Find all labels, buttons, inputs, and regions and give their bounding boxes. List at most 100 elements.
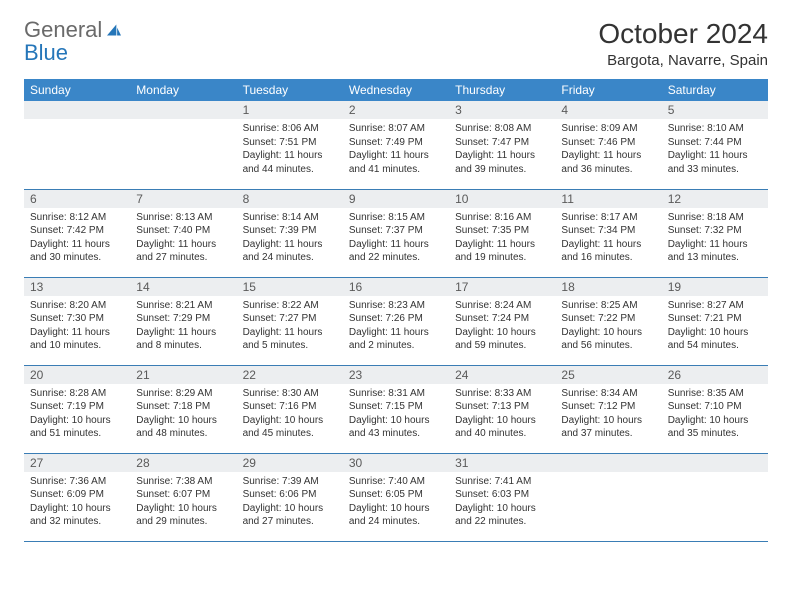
calendar-cell: 14Sunrise: 8:21 AMSunset: 7:29 PMDayligh…	[130, 277, 236, 365]
calendar-cell: 18Sunrise: 8:25 AMSunset: 7:22 PMDayligh…	[555, 277, 661, 365]
day-text: Sunrise: 8:33 AMSunset: 7:13 PMDaylight:…	[449, 384, 555, 445]
calendar-cell	[130, 101, 236, 189]
day-text: Sunrise: 8:23 AMSunset: 7:26 PMDaylight:…	[343, 296, 449, 357]
weekday-header: Monday	[130, 79, 236, 101]
day-text: Sunrise: 7:40 AMSunset: 6:05 PMDaylight:…	[343, 472, 449, 533]
day-number: 10	[449, 190, 555, 208]
day-number: 4	[555, 101, 661, 119]
day-number: 1	[237, 101, 343, 119]
weekday-header: Saturday	[662, 79, 768, 101]
day-number: 12	[662, 190, 768, 208]
weekday-header: Thursday	[449, 79, 555, 101]
day-number: 2	[343, 101, 449, 119]
day-text: Sunrise: 8:16 AMSunset: 7:35 PMDaylight:…	[449, 208, 555, 269]
calendar-cell: 6Sunrise: 8:12 AMSunset: 7:42 PMDaylight…	[24, 189, 130, 277]
calendar-cell	[555, 453, 661, 541]
day-number: 3	[449, 101, 555, 119]
weekday-header: Friday	[555, 79, 661, 101]
calendar-row: 6Sunrise: 8:12 AMSunset: 7:42 PMDaylight…	[24, 189, 768, 277]
day-number	[130, 101, 236, 119]
day-text: Sunrise: 7:41 AMSunset: 6:03 PMDaylight:…	[449, 472, 555, 533]
calendar-cell: 5Sunrise: 8:10 AMSunset: 7:44 PMDaylight…	[662, 101, 768, 189]
day-text: Sunrise: 8:25 AMSunset: 7:22 PMDaylight:…	[555, 296, 661, 357]
calendar-cell: 19Sunrise: 8:27 AMSunset: 7:21 PMDayligh…	[662, 277, 768, 365]
day-text: Sunrise: 8:12 AMSunset: 7:42 PMDaylight:…	[24, 208, 130, 269]
calendar-body: 1Sunrise: 8:06 AMSunset: 7:51 PMDaylight…	[24, 101, 768, 541]
day-text: Sunrise: 8:35 AMSunset: 7:10 PMDaylight:…	[662, 384, 768, 445]
calendar-cell: 13Sunrise: 8:20 AMSunset: 7:30 PMDayligh…	[24, 277, 130, 365]
day-number: 28	[130, 454, 236, 472]
day-text: Sunrise: 8:30 AMSunset: 7:16 PMDaylight:…	[237, 384, 343, 445]
day-text: Sunrise: 8:07 AMSunset: 7:49 PMDaylight:…	[343, 119, 449, 180]
day-text: Sunrise: 8:10 AMSunset: 7:44 PMDaylight:…	[662, 119, 768, 180]
day-number: 17	[449, 278, 555, 296]
day-number: 11	[555, 190, 661, 208]
weekday-header: Tuesday	[237, 79, 343, 101]
weekday-header: Sunday	[24, 79, 130, 101]
calendar-cell: 24Sunrise: 8:33 AMSunset: 7:13 PMDayligh…	[449, 365, 555, 453]
day-text: Sunrise: 8:22 AMSunset: 7:27 PMDaylight:…	[237, 296, 343, 357]
day-text: Sunrise: 8:34 AMSunset: 7:12 PMDaylight:…	[555, 384, 661, 445]
day-text: Sunrise: 8:13 AMSunset: 7:40 PMDaylight:…	[130, 208, 236, 269]
calendar-cell: 29Sunrise: 7:39 AMSunset: 6:06 PMDayligh…	[237, 453, 343, 541]
day-number: 15	[237, 278, 343, 296]
calendar-head: SundayMondayTuesdayWednesdayThursdayFrid…	[24, 79, 768, 101]
day-text: Sunrise: 8:31 AMSunset: 7:15 PMDaylight:…	[343, 384, 449, 445]
day-number	[24, 101, 130, 119]
day-text: Sunrise: 8:28 AMSunset: 7:19 PMDaylight:…	[24, 384, 130, 445]
calendar-cell	[24, 101, 130, 189]
calendar-cell: 3Sunrise: 8:08 AMSunset: 7:47 PMDaylight…	[449, 101, 555, 189]
calendar-cell: 10Sunrise: 8:16 AMSunset: 7:35 PMDayligh…	[449, 189, 555, 277]
day-text: Sunrise: 8:17 AMSunset: 7:34 PMDaylight:…	[555, 208, 661, 269]
logo-sail-icon	[104, 18, 124, 41]
day-number: 21	[130, 366, 236, 384]
calendar-cell: 20Sunrise: 8:28 AMSunset: 7:19 PMDayligh…	[24, 365, 130, 453]
calendar-cell: 15Sunrise: 8:22 AMSunset: 7:27 PMDayligh…	[237, 277, 343, 365]
calendar-cell: 7Sunrise: 8:13 AMSunset: 7:40 PMDaylight…	[130, 189, 236, 277]
header: GeneralBlue October 2024 Bargota, Navarr…	[24, 18, 768, 69]
day-number: 30	[343, 454, 449, 472]
day-number: 8	[237, 190, 343, 208]
day-number: 31	[449, 454, 555, 472]
calendar-cell	[662, 453, 768, 541]
calendar-row: 20Sunrise: 8:28 AMSunset: 7:19 PMDayligh…	[24, 365, 768, 453]
calendar-cell: 8Sunrise: 8:14 AMSunset: 7:39 PMDaylight…	[237, 189, 343, 277]
month-title: October 2024	[598, 18, 768, 50]
day-number: 27	[24, 454, 130, 472]
calendar-row: 13Sunrise: 8:20 AMSunset: 7:30 PMDayligh…	[24, 277, 768, 365]
calendar-row: 27Sunrise: 7:36 AMSunset: 6:09 PMDayligh…	[24, 453, 768, 541]
day-text: Sunrise: 7:39 AMSunset: 6:06 PMDaylight:…	[237, 472, 343, 533]
day-text: Sunrise: 8:18 AMSunset: 7:32 PMDaylight:…	[662, 208, 768, 269]
day-number: 16	[343, 278, 449, 296]
calendar-cell: 26Sunrise: 8:35 AMSunset: 7:10 PMDayligh…	[662, 365, 768, 453]
day-number: 29	[237, 454, 343, 472]
day-number: 7	[130, 190, 236, 208]
calendar-cell: 1Sunrise: 8:06 AMSunset: 7:51 PMDaylight…	[237, 101, 343, 189]
day-number	[555, 454, 661, 472]
day-text: Sunrise: 8:29 AMSunset: 7:18 PMDaylight:…	[130, 384, 236, 445]
calendar-row: 1Sunrise: 8:06 AMSunset: 7:51 PMDaylight…	[24, 101, 768, 189]
day-number: 26	[662, 366, 768, 384]
logo: GeneralBlue	[24, 18, 124, 64]
calendar-cell: 28Sunrise: 7:38 AMSunset: 6:07 PMDayligh…	[130, 453, 236, 541]
calendar-cell: 23Sunrise: 8:31 AMSunset: 7:15 PMDayligh…	[343, 365, 449, 453]
day-text: Sunrise: 8:15 AMSunset: 7:37 PMDaylight:…	[343, 208, 449, 269]
location: Bargota, Navarre, Spain	[598, 52, 768, 69]
calendar-cell: 31Sunrise: 7:41 AMSunset: 6:03 PMDayligh…	[449, 453, 555, 541]
calendar-table: SundayMondayTuesdayWednesdayThursdayFrid…	[24, 79, 768, 542]
title-block: October 2024 Bargota, Navarre, Spain	[598, 18, 768, 69]
day-number: 14	[130, 278, 236, 296]
calendar-cell: 11Sunrise: 8:17 AMSunset: 7:34 PMDayligh…	[555, 189, 661, 277]
day-text: Sunrise: 8:06 AMSunset: 7:51 PMDaylight:…	[237, 119, 343, 180]
calendar-cell: 12Sunrise: 8:18 AMSunset: 7:32 PMDayligh…	[662, 189, 768, 277]
day-text: Sunrise: 8:24 AMSunset: 7:24 PMDaylight:…	[449, 296, 555, 357]
calendar-cell: 4Sunrise: 8:09 AMSunset: 7:46 PMDaylight…	[555, 101, 661, 189]
day-text: Sunrise: 8:20 AMSunset: 7:30 PMDaylight:…	[24, 296, 130, 357]
day-number	[662, 454, 768, 472]
day-number: 6	[24, 190, 130, 208]
day-text: Sunrise: 8:08 AMSunset: 7:47 PMDaylight:…	[449, 119, 555, 180]
day-number: 22	[237, 366, 343, 384]
calendar-cell: 2Sunrise: 8:07 AMSunset: 7:49 PMDaylight…	[343, 101, 449, 189]
calendar-cell: 16Sunrise: 8:23 AMSunset: 7:26 PMDayligh…	[343, 277, 449, 365]
day-text: Sunrise: 8:21 AMSunset: 7:29 PMDaylight:…	[130, 296, 236, 357]
